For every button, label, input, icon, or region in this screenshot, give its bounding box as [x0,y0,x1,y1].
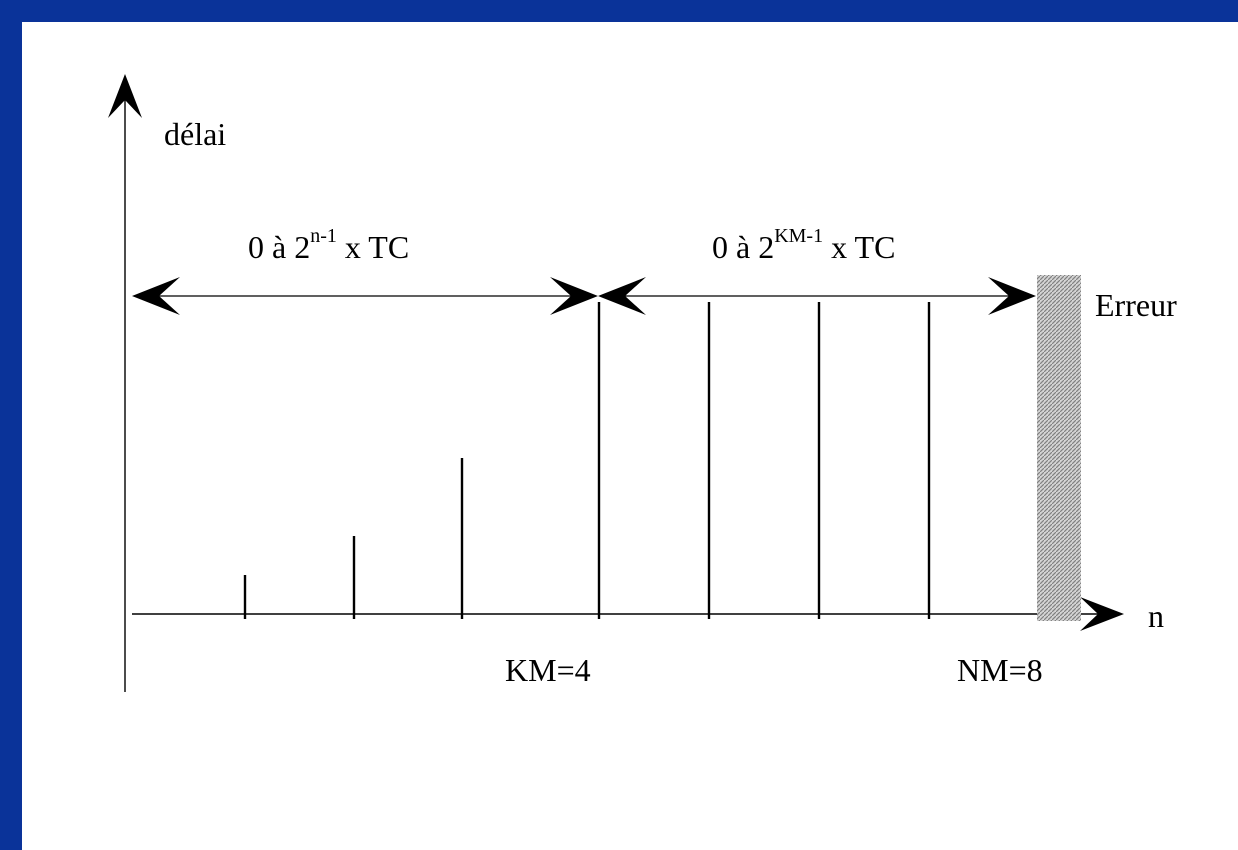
error-zone [1037,275,1081,621]
y-axis-arrowhead-icon [108,74,142,118]
range-2-prefix: 0 à 2 [712,229,774,265]
delay-stems [243,302,931,619]
nm-marker-label: NM=8 [957,652,1043,688]
range-arrow-2-right-head-icon [988,277,1036,315]
error-label: Erreur [1095,287,1177,323]
range-1-prefix: 0 à 2 [248,229,310,265]
slide-canvas [22,22,1238,850]
range-1-suffix: x TC [337,229,409,265]
range-1-exponent: n-1 [310,225,337,247]
range-arrow-1-left-head-icon [132,277,180,315]
range-arrow-1-right-head-icon [550,277,598,315]
range-arrow-2-left-head-icon [598,277,646,315]
range-1-label: 0 à 2n-1 x TC [248,225,409,265]
x-axis-arrowhead-icon [1080,597,1124,631]
km-marker-label: KM=4 [505,652,591,688]
range-2-suffix: x TC [823,229,895,265]
range-2-exponent: KM-1 [774,225,823,247]
x-axis-label: n [1148,598,1164,634]
range-2-label: 0 à 2KM-1 x TC [712,225,895,265]
y-axis-label: délai [164,116,226,152]
